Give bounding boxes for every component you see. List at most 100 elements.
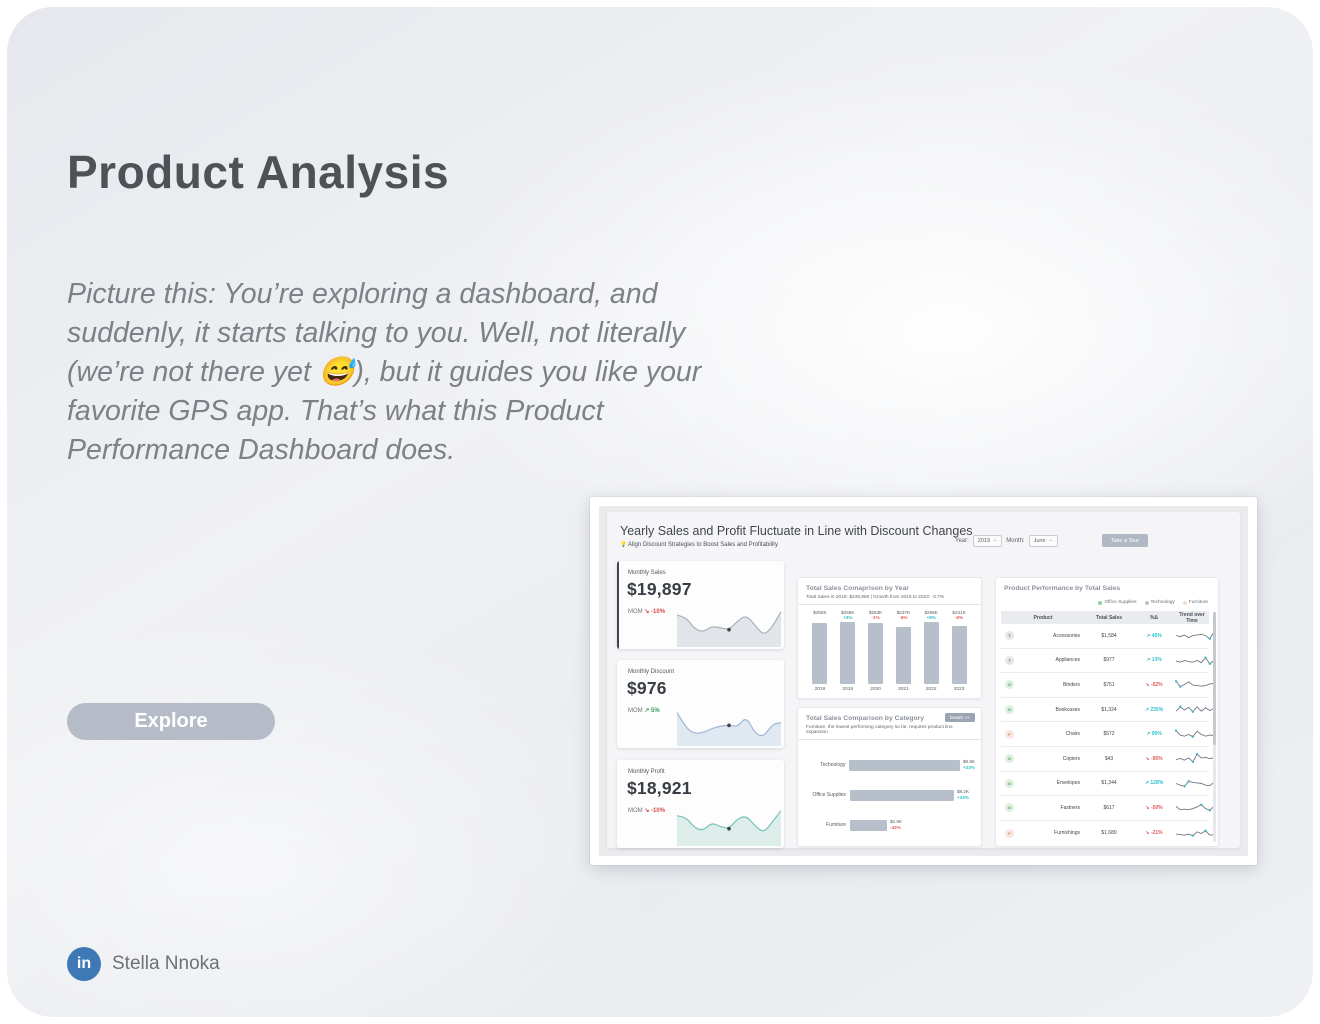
table-body: T Accessories $1,584 ↗ 45% T Appliances $977 ↗ … <box>1001 624 1215 846</box>
year-dropdown[interactable]: 2019 ⌄ <box>972 534 1003 547</box>
column-header: %Δ <box>1149 614 1159 621</box>
table-row-bookcases[interactable]: O Bookcases $1,324 ↗ 235% <box>1001 698 1215 723</box>
product-performance-panel: Product Performance by Total Sales Offic… <box>995 577 1219 847</box>
kpi-label: Monthly Discount <box>628 669 675 675</box>
trend-sparkline <box>1175 779 1215 788</box>
table-header: Product Total Sales %Δ Trend over Time <box>1001 611 1209 624</box>
year-bar-2022[interactable]: $255K +8% 2022 <box>923 610 939 692</box>
year-value: 2019 <box>977 537 991 544</box>
legend-dot-icon <box>1098 600 1103 605</box>
trend-sparkline <box>1175 656 1215 665</box>
filter-bar: Year: 2019 ⌄ Month: June ⌄ Take a Tour <box>955 534 1149 547</box>
product-name: Chairs <box>1065 731 1080 738</box>
trend-sparkline <box>1175 753 1215 764</box>
percent-delta: ↘ -52% <box>1145 681 1163 688</box>
lightbulb-icon: 💡 <box>620 542 627 548</box>
year-bar-2023[interactable]: $241K -6% 2023 <box>951 610 967 692</box>
product-name: Accessories <box>1053 632 1080 639</box>
category-legend: Office Supplies Technology Furniture <box>1098 600 1208 605</box>
kpi-mom-delta: MOM ↗ 5% <box>628 708 660 714</box>
chevron-down-icon: ⌄ <box>1048 537 1053 543</box>
kpi-value: $18,921 <box>627 778 692 798</box>
kpi-sparkline <box>677 611 781 647</box>
month-value: June <box>1033 537 1046 544</box>
total-sales-value: $977 <box>1103 657 1115 664</box>
category-bar-furniture[interactable]: Furniture $2.9K -42% <box>825 819 903 831</box>
table-row-envelopes[interactable]: O Envelopes $1,344 ↗ 128% <box>1001 772 1215 797</box>
percent-delta: ↗ 235% <box>1144 706 1164 713</box>
kpi-card-monthly-sales: Monthly Sales $19,897 MOM ↘ -10% <box>617 561 784 649</box>
column-header: Total Sales <box>1095 614 1123 621</box>
percent-delta: ↗ 128% <box>1144 780 1164 787</box>
category-chart-subtitle: Furniture, the lowest performing categor… <box>806 724 953 735</box>
year-bar-2018[interactable]: $250K 2018 <box>812 610 828 692</box>
total-sales-value: $1,584 <box>1101 632 1117 639</box>
legend-item-technology[interactable]: Technology <box>1144 600 1175 605</box>
year-bar-2021[interactable]: $237K -6% 2021 <box>895 610 911 692</box>
trend-sparkline <box>1175 680 1215 689</box>
percent-delta: ↗ 45% <box>1146 632 1162 639</box>
take-a-tour-button[interactable]: Take a Tour <box>1101 534 1149 547</box>
dashboard-screenshot: Yearly Sales and Profit Fluctuate in Lin… <box>590 497 1257 865</box>
category-badge: O <box>1005 803 1014 813</box>
table-scrollbar[interactable] <box>1212 612 1216 842</box>
category-badge: T <box>1005 631 1014 641</box>
kpi-card-monthly-profit: Monthly Profit $18,921 MOM ↘ -10% <box>617 760 784 848</box>
product-name: Bookcases <box>1055 706 1080 713</box>
kpi-mom-delta: MOM ↘ -10% <box>628 808 666 814</box>
percent-delta: ↘ -95% <box>1145 755 1163 762</box>
chevron-down-icon: ⌄ <box>993 537 998 543</box>
table-row-appliances[interactable]: T Appliances $977 ↗ 13% <box>1001 649 1215 674</box>
table-row-accessories[interactable]: T Accessories $1,584 ↗ 45% <box>1001 624 1215 649</box>
category-sales-chart-panel: Details >> Total Sales Comparison by Cat… <box>797 707 982 847</box>
category-badge: O <box>1005 705 1014 715</box>
percent-delta: ↗ 13% <box>1146 657 1162 664</box>
kpi-value: $19,897 <box>627 579 692 599</box>
scrollbar-thumb[interactable] <box>1212 612 1216 746</box>
column-header: Trend over Time <box>1179 611 1205 624</box>
total-sales-value: $43 <box>1104 755 1114 762</box>
yearly-bar-chart: $250K 2018 $256K +3% 2019 $253K -1% 2020 $237K -6… <box>806 610 973 694</box>
table-row-binders[interactable]: O Binders $761 ↘ -52% <box>1001 673 1215 698</box>
total-sales-value: $1,344 <box>1101 780 1117 787</box>
year-bar-2020[interactable]: $253K -1% 2020 <box>868 610 884 692</box>
table-row-chairs[interactable]: F Chairs $572 ↗ 95% <box>1001 722 1215 747</box>
category-chart-title: Total Sales Comparison by Category <box>806 715 925 722</box>
percent-delta: ↘ -21% <box>1145 830 1163 837</box>
linkedin-icon[interactable]: in <box>67 947 101 981</box>
trend-sparkline <box>1175 705 1215 713</box>
year-bar-2019[interactable]: $256K +3% 2019 <box>840 610 856 692</box>
category-bar-office-supplies[interactable]: Office Supplies $8.2K +33% <box>812 789 970 801</box>
page-background: Product Analysis Picture this: You’re ex… <box>7 7 1313 1017</box>
month-dropdown[interactable]: June ⌄ <box>1028 534 1058 547</box>
percent-delta: ↘ -50% <box>1145 804 1163 811</box>
legend-dot-icon <box>1182 600 1187 605</box>
trend-sparkline <box>1175 630 1215 641</box>
kpi-label: Monthly Profit <box>628 769 665 775</box>
trend-sparkline <box>1175 729 1215 738</box>
category-badge: T <box>1005 655 1014 665</box>
category-badge: O <box>1005 680 1014 690</box>
details-button[interactable]: Details >> <box>944 713 975 722</box>
table-row-copiers[interactable]: O Copiers $43 ↘ -95% <box>1001 747 1215 772</box>
table-row-fastners[interactable]: O Fastners $617 ↘ -50% <box>1001 796 1215 821</box>
category-bar-technology[interactable]: Technology $8.8K +23% <box>820 759 975 771</box>
kpi-value: $976 <box>627 678 667 698</box>
intro-paragraph: Picture this: You’re exploring a dashboa… <box>67 278 702 467</box>
table-row-furnishings[interactable]: F Furnishings $1,680 ↘ -21% <box>1001 821 1215 846</box>
explore-button[interactable]: Explore <box>67 703 275 740</box>
kpi-sparkline <box>677 712 781 746</box>
legend-dot-icon <box>1144 600 1149 605</box>
percent-delta: ↗ 95% <box>1146 731 1162 738</box>
product-table-title: Product Performance by Total Sales <box>1004 585 1121 592</box>
trend-sparkline <box>1175 829 1215 837</box>
footer-attribution: in Stella Nnoka <box>67 947 220 981</box>
yearly-sales-chart-panel: Total Sales Comaprison by Year Total Sal… <box>797 577 982 699</box>
legend-item-office-supplies[interactable]: Office Supplies <box>1098 600 1137 605</box>
category-bar-chart: Technology $8.8K +23% Office Supplies $8.2K +… <box>804 750 975 840</box>
total-sales-value: $1,324 <box>1101 706 1117 713</box>
legend-item-furniture[interactable]: Furniture <box>1182 600 1208 605</box>
product-name: Copiers <box>1062 755 1080 762</box>
kpi-column: Monthly Sales $19,897 MOM ↘ -10% Monthly Di… <box>617 512 784 848</box>
year-label: Year: <box>955 537 969 544</box>
